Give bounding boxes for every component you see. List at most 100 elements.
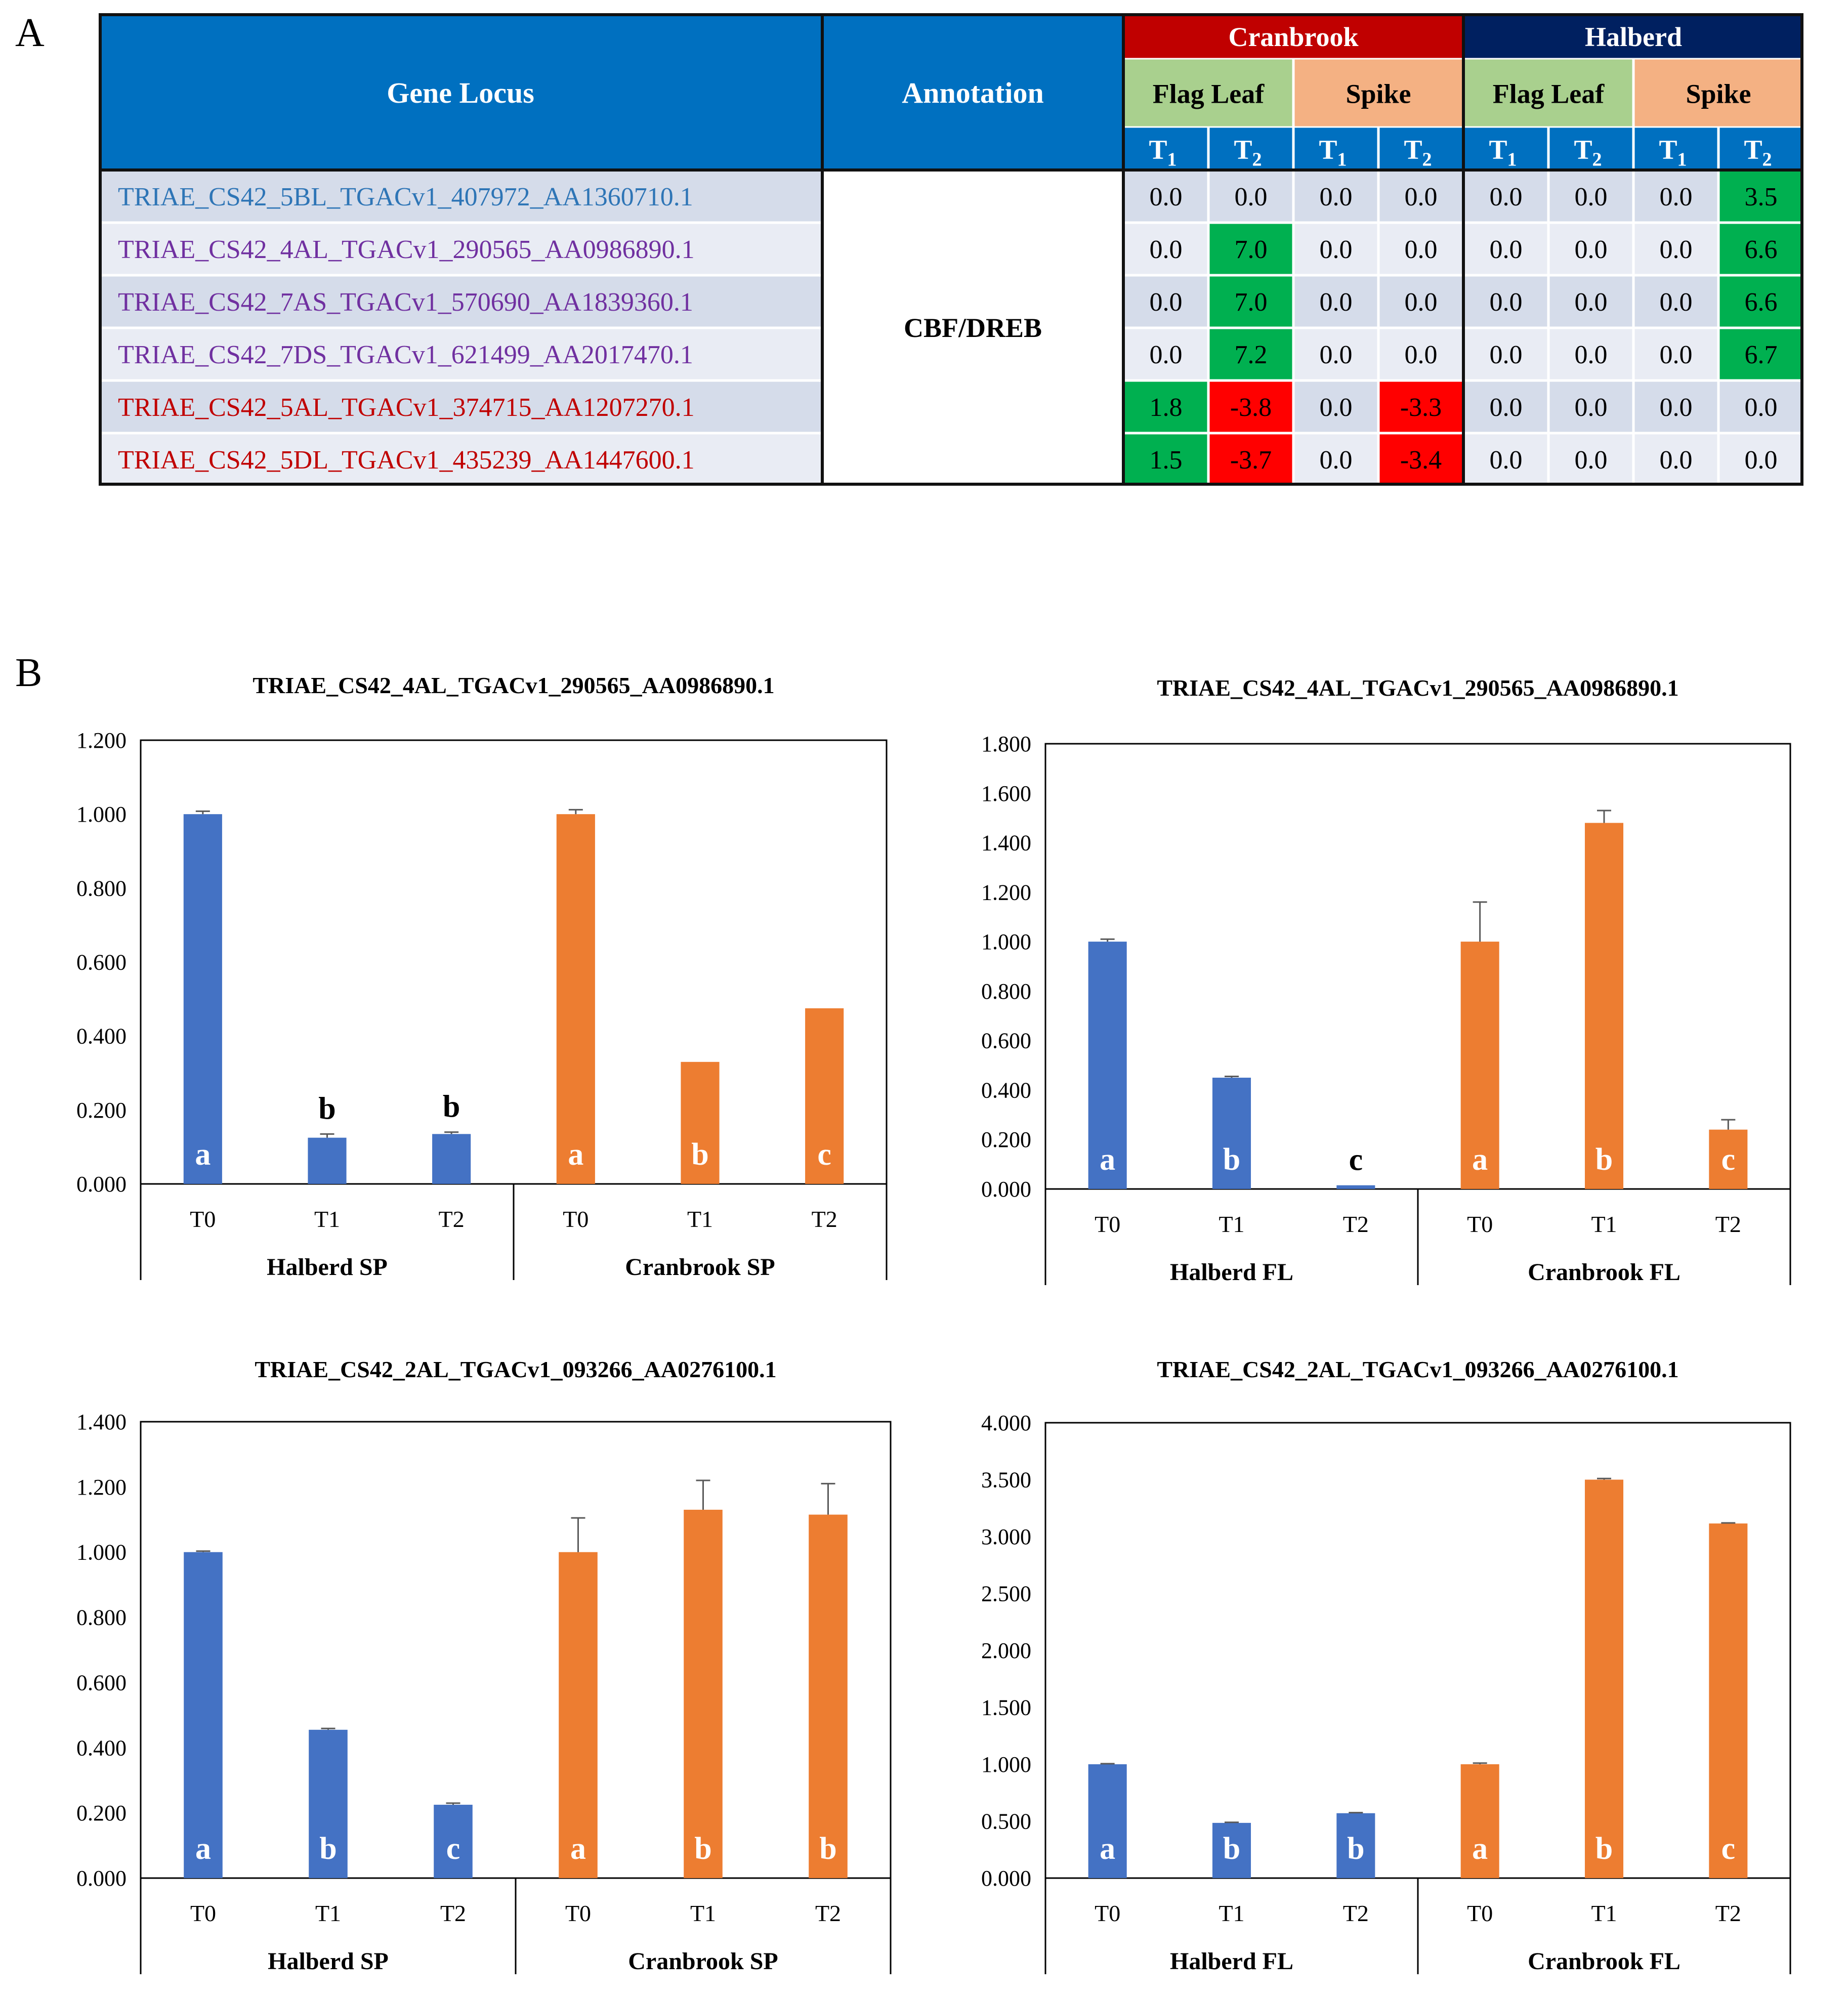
expression-cell [1633, 433, 1718, 486]
expression-value: 0.0 [1150, 183, 1183, 211]
gene-cell [99, 328, 822, 380]
expression-value: 0.0 [1490, 446, 1523, 475]
significance-letter: b [1223, 1832, 1240, 1866]
expression-cell [1293, 170, 1378, 223]
expression-cell [1718, 328, 1803, 380]
x-tick-label: T2 [812, 1206, 837, 1232]
expression-value: 0.0 [1490, 235, 1523, 264]
significance-letter: a [195, 1832, 211, 1866]
tissue-header-cell [1293, 59, 1463, 127]
y-tick-label: 0.400 [76, 1735, 127, 1760]
gene-locus-name: TRIAE_CS42_5AL_TGACv1_374715_AA1207270.1 [118, 393, 695, 422]
y-tick-label: 0.800 [76, 1605, 127, 1630]
timepoint-subscript: 1 [1337, 149, 1347, 171]
chart-title: TRIAE_CS42_2AL_TGACv1_093266_AA0276100.1 [1157, 1356, 1678, 1382]
expression-cell [1378, 275, 1463, 328]
expression-cell [1123, 328, 1208, 380]
y-tick-label: 1.200 [981, 880, 1031, 905]
bar-halberd-sp-t0 [183, 814, 222, 1184]
significance-letter: c [817, 1137, 831, 1172]
bar-cranbrook-fl-t1 [1584, 1479, 1624, 1878]
gene-locus-header: Gene Locus [387, 76, 534, 109]
gene-locus-name: TRIAE_CS42_7DS_TGACv1_621499_AA2017470.1 [118, 341, 693, 369]
timepoint-subscript: 1 [1507, 149, 1517, 171]
significance-letter: a [1100, 1832, 1115, 1866]
bar-cranbrook-fl-t0 [1460, 1764, 1499, 1878]
y-tick-label: 1.000 [76, 802, 127, 827]
y-tick-label: 1.000 [981, 1752, 1031, 1777]
annotation-value: CBF/DREB [904, 313, 1042, 343]
bar-cranbrook-sp-t0 [559, 1552, 598, 1878]
expression-cell [1548, 223, 1633, 275]
chart-title: TRIAE_CS42_2AL_TGACv1_093266_AA0276100.1 [255, 1356, 776, 1382]
bar-cranbrook-sp-t1 [681, 1061, 720, 1184]
expression-cell [1548, 433, 1633, 486]
bar-cranbrook-fl-t1 [1584, 823, 1624, 1189]
x-tick-label: T2 [1715, 1211, 1741, 1237]
y-tick-label: 1.800 [981, 732, 1031, 756]
expression-value: 7.0 [1235, 235, 1268, 264]
timepoint-header: T2 [1404, 135, 1432, 171]
chart-4al-spike: TRIAE_CS42_4AL_TGACv1_290565_AA0986890.1… [76, 672, 888, 1281]
expression-cell [1718, 380, 1803, 433]
plot-area [1044, 743, 1791, 1190]
y-tick-label: 0.800 [981, 979, 1031, 1004]
y-tick-label: 0.200 [76, 1098, 127, 1123]
expression-value: 6.6 [1745, 235, 1778, 264]
expression-value: 0.0 [1660, 235, 1693, 264]
tissue-header: Spike [1686, 79, 1751, 109]
expression-cell [1463, 170, 1548, 223]
expression-cell [1548, 275, 1633, 328]
expression-cell [1123, 275, 1208, 328]
expression-value: 0.0 [1235, 183, 1268, 211]
cultivar-header-cell [1463, 13, 1803, 59]
y-tick-label: 0.000 [76, 1866, 127, 1891]
y-tick-label: 0.400 [76, 1024, 127, 1049]
bar-cranbrook-fl-t2 [1709, 1129, 1748, 1189]
expression-cell [1123, 170, 1208, 223]
expression-value: 6.6 [1745, 288, 1778, 317]
expression-value: 0.0 [1575, 341, 1608, 369]
x-tick-label: T1 [1591, 1900, 1617, 1926]
timepoint-header-cell [1548, 127, 1633, 170]
expression-cell [1208, 433, 1293, 486]
expression-cell [1633, 380, 1718, 433]
expression-heatmap-table: Gene Locus Annotation Cranbrook Halberd Flag… [99, 13, 1803, 486]
tissue-header: Flag Leaf [1153, 79, 1265, 109]
significance-letter: b [318, 1091, 335, 1126]
chart-title: TRIAE_CS42_4AL_TGACv1_290565_AA0986890.1 [1157, 675, 1678, 701]
chart-2al-spike: TRIAE_CS42_2AL_TGACv1_093266_AA0276100.1… [76, 1356, 892, 1975]
expression-value: 0.0 [1405, 235, 1438, 264]
y-tick-label: 2.000 [981, 1638, 1031, 1663]
expression-cell [1378, 170, 1463, 223]
timepoint-header-cell [1378, 127, 1463, 170]
timepoint-header-cell [1463, 127, 1548, 170]
expression-cell [1718, 223, 1803, 275]
expression-cell [1463, 433, 1548, 486]
group-label: Cranbrook FL [1528, 1259, 1681, 1286]
expression-value: 0.0 [1150, 235, 1183, 264]
expression-value: 0.0 [1405, 183, 1438, 211]
expression-value: 0.0 [1575, 183, 1608, 211]
expression-value: 0.0 [1320, 183, 1353, 211]
timepoint-header-cell [1718, 127, 1803, 170]
expression-value: 6.7 [1745, 341, 1778, 369]
bar-halberd-fl-t0 [1088, 1764, 1127, 1878]
y-tick-label: 1.600 [981, 781, 1031, 806]
cultivar-header: Halberd [1585, 22, 1682, 52]
expression-cell [1208, 223, 1293, 275]
y-tick-label: 1.400 [981, 831, 1031, 856]
x-tick-label: T1 [1591, 1211, 1617, 1237]
significance-letter: c [1721, 1142, 1736, 1177]
timepoint-header-cell [1123, 127, 1208, 170]
y-tick-label: 0.500 [981, 1809, 1031, 1834]
significance-letter: a [568, 1137, 583, 1172]
bar-halberd-sp-t1 [308, 1137, 347, 1184]
x-tick-label: T0 [1095, 1211, 1120, 1237]
y-tick-label: 0.000 [981, 1177, 1031, 1202]
expression-value: 0.0 [1320, 341, 1353, 369]
y-tick-label: 3.500 [981, 1468, 1031, 1493]
y-tick-label: 1.200 [76, 1475, 127, 1500]
expression-value: -3.8 [1230, 393, 1272, 422]
expression-value: -3.4 [1400, 446, 1442, 475]
